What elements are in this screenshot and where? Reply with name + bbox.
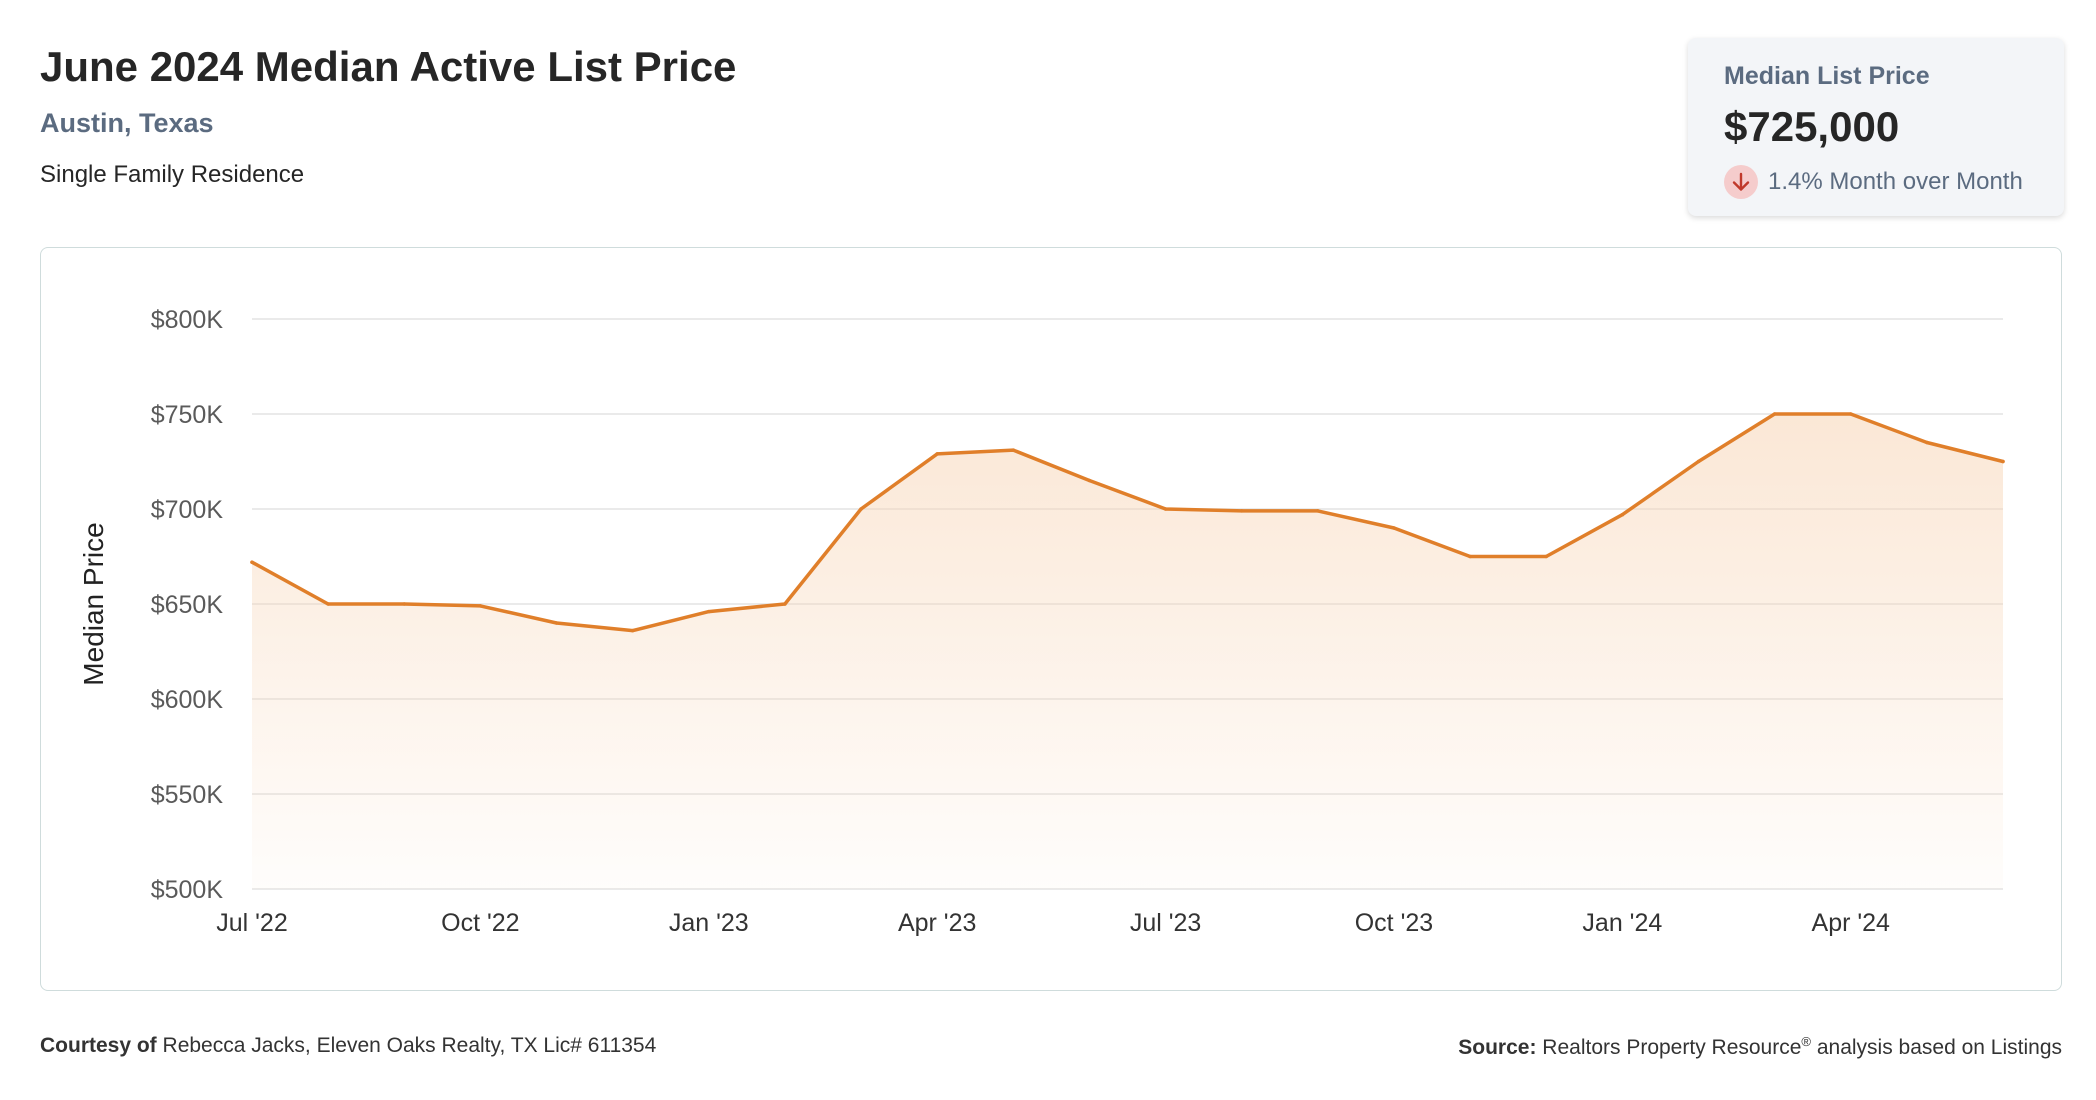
x-tick-label: Jul '23 <box>1130 909 1201 937</box>
series-line <box>250 412 2005 633</box>
data-point <box>859 507 863 511</box>
y-tick-label: $700K <box>151 496 224 524</box>
data-point <box>326 602 330 606</box>
x-tick-label: Apr '24 <box>1812 909 1891 937</box>
stat-value: $725,000 <box>1724 103 1900 150</box>
registered-mark: ® <box>1801 1034 1811 1049</box>
chart-title: June 2024 Median Active List Price <box>40 43 737 90</box>
property-type: Single Family Residence <box>40 161 305 189</box>
stat-change: 1.4% Month over Month <box>1724 165 2064 199</box>
y-tick-label: $750K <box>151 401 224 429</box>
data-point <box>1925 440 1929 445</box>
data-point <box>1468 554 1472 559</box>
data-point <box>1848 412 1853 416</box>
data-point <box>630 628 635 633</box>
x-tick-label: Oct '22 <box>441 909 519 937</box>
y-tick-label: $650K <box>151 591 224 619</box>
x-tick-label: Jan '23 <box>669 909 749 937</box>
data-point <box>1620 512 1625 517</box>
data-point <box>1696 459 1701 464</box>
y-tick-label: $600K <box>151 686 224 714</box>
chart-header: June 2024 Median Active List Price Austi… <box>40 42 736 189</box>
arrow-down-icon <box>1724 165 1758 199</box>
source-text: analysis based on Listings <box>1816 1036 2062 1059</box>
data-point <box>707 609 711 614</box>
data-point <box>1163 507 1168 511</box>
data-point <box>250 560 254 564</box>
stat-label: Median List Price <box>1724 62 1930 90</box>
source-name: Realtors Property Resource <box>1542 1036 1802 1059</box>
price-chart: $500K $550K $600K $650K $700K $750K $800K Jul '… <box>78 306 2005 937</box>
x-tick-label: Jul '22 <box>216 909 287 937</box>
data-point <box>935 452 939 456</box>
median-price-card: Median List Price $725,000 1.4% Month ov… <box>1688 38 2064 216</box>
data-point <box>1772 412 1777 416</box>
chart-panel: $500K $550K $600K $650K $700K $750K $800K Jul '… <box>40 247 2062 991</box>
data-point <box>2001 459 2005 464</box>
y-tick-label: $800K <box>151 306 224 334</box>
y-tick-label: $550K <box>151 781 224 809</box>
x-tick-label: Oct '23 <box>1355 909 1433 937</box>
data-point <box>402 602 407 606</box>
y-tick-label: $500K <box>151 876 224 904</box>
courtesy-text: Rebecca Jacks, Eleven Oaks Realty, TX Li… <box>162 1034 657 1057</box>
source-label: Source: <box>1458 1036 1537 1059</box>
change-text: 1.4% Month over Month <box>1768 168 2023 195</box>
location-subtitle: Austin, Texas <box>40 108 214 139</box>
courtesy-footer: Courtesy of Rebecca Jacks, Eleven Oaks R… <box>40 1034 656 1058</box>
data-point <box>478 604 483 608</box>
x-tick-label: Apr '23 <box>898 909 976 937</box>
data-point <box>783 602 787 606</box>
data-point <box>1392 526 1396 530</box>
x-tick-label: Jan '24 <box>1582 909 1662 937</box>
data-point <box>1087 478 1092 483</box>
series-area <box>252 414 2003 889</box>
source-footer: Source: Realtors Property Resource® anal… <box>1458 1034 2062 1060</box>
data-point <box>1011 448 1016 452</box>
courtesy-label: Courtesy of <box>40 1034 157 1057</box>
y-axis-label: Median Price <box>78 522 109 685</box>
data-point <box>1316 509 1320 513</box>
data-point <box>554 621 559 625</box>
data-point <box>1544 554 1548 559</box>
data-point <box>1239 509 1244 513</box>
